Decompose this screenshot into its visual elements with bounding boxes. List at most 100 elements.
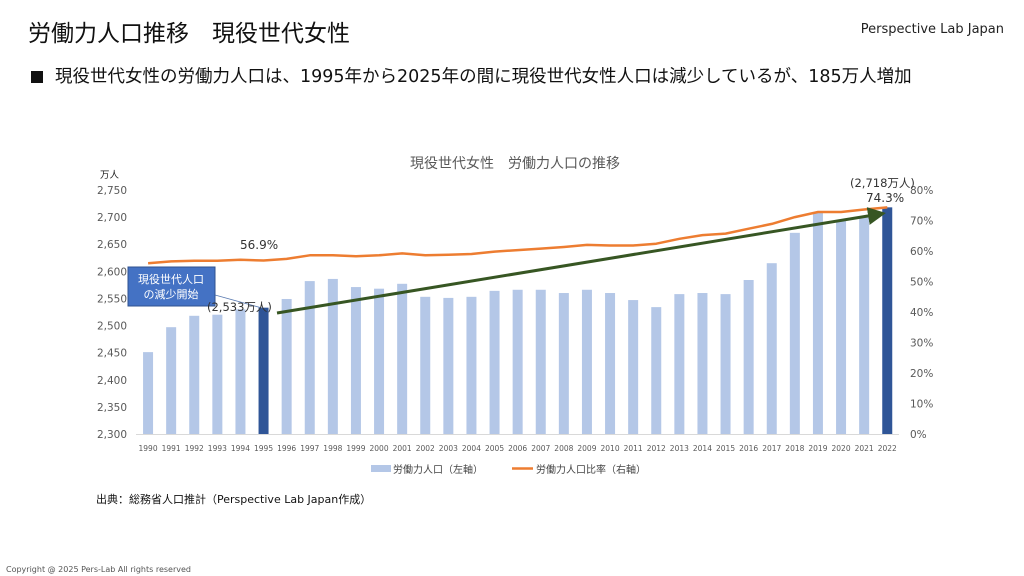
x-tick-label: 2001	[393, 444, 412, 453]
y-tick-label: 2,600	[97, 266, 127, 278]
y2-tick-label: 0%	[910, 429, 927, 441]
bar-2001	[397, 283, 408, 434]
bar-2015	[720, 294, 731, 434]
y-axis-unit: 万人	[100, 170, 120, 181]
callout-line-2: の減少開始	[144, 287, 199, 301]
x-tick-label: 2019	[808, 444, 827, 453]
y2-tick-label: 30%	[910, 338, 933, 350]
bar-2016	[743, 280, 754, 434]
x-tick-label: 2006	[508, 444, 527, 453]
x-tick-label: 2015	[716, 444, 735, 453]
x-tick-label: 2016	[739, 444, 758, 453]
y-tick-label: 2,700	[97, 212, 127, 224]
chart-title: 現役世代女性 労働力人口の推移	[410, 155, 620, 172]
y2-tick-label: 40%	[910, 307, 933, 319]
bar-2021	[859, 216, 870, 434]
bar-2022	[882, 207, 893, 434]
y-tick-label: 2,350	[97, 402, 127, 414]
x-tick-label: 2009	[577, 444, 596, 453]
callout-box	[127, 266, 216, 307]
bar-1993	[212, 314, 223, 434]
x-tick-label: 1991	[162, 444, 181, 453]
x-tick-label: 1992	[185, 444, 204, 453]
bar-2000	[374, 288, 385, 434]
x-tick-label: 1995	[254, 444, 273, 453]
bar-1990	[143, 352, 154, 434]
bar-2019	[812, 212, 823, 434]
y-tick-label: 2,400	[97, 375, 127, 387]
bar-2008	[558, 293, 569, 434]
x-tick-label: 1990	[139, 444, 158, 453]
callout-line-1: 現役世代人口	[138, 272, 204, 286]
ratio-line	[148, 206, 888, 265]
bar-2014	[697, 293, 708, 434]
summary-bullet: 現役世代女性の労働力人口は、1995年から2025年の間に現役世代女性人口は減少…	[28, 64, 988, 91]
bar-1996	[281, 298, 292, 434]
bar-1999	[350, 287, 361, 434]
y2-tick-label: 80%	[910, 185, 933, 197]
x-tick-label: 1999	[346, 444, 365, 453]
bar-1995	[258, 307, 269, 434]
label-1995-value: (2,533万人)	[207, 300, 272, 314]
x-tick-label: 2018	[785, 444, 804, 453]
y-tick-label: 2,650	[97, 239, 127, 251]
bar-2002	[420, 296, 431, 434]
x-tick-label: 1993	[208, 444, 227, 453]
x-tick-label: 2002	[416, 444, 435, 453]
x-tick-label: 2005	[485, 444, 504, 453]
x-tick-label: 1997	[300, 444, 319, 453]
y2-tick-label: 50%	[910, 277, 933, 289]
x-tick-label: 2017	[762, 444, 781, 453]
bar-2007	[535, 289, 546, 434]
bar-2006	[512, 289, 523, 434]
x-tick-label: 2014	[693, 444, 712, 453]
bar-1992	[189, 315, 200, 434]
y2-tick-label: 70%	[910, 216, 933, 228]
y-tick-label: 2,450	[97, 348, 127, 360]
bar-1991	[166, 327, 177, 434]
bar-2003	[443, 297, 454, 434]
y-tick-label: 2,550	[97, 293, 127, 305]
bar-1997	[304, 281, 315, 434]
bar-2018	[789, 232, 800, 434]
x-tick-label: 2004	[462, 444, 481, 453]
x-tick-label: 2012	[647, 444, 666, 453]
page-title: 労働力人口推移 現役世代女性	[28, 21, 350, 47]
bar-2009	[581, 289, 592, 434]
y-tick-label: 2,300	[97, 429, 127, 441]
y2-tick-label: 10%	[910, 399, 933, 411]
x-tick-label: 2011	[624, 444, 643, 453]
legend-line-label: 労働力人口比率（右軸）	[536, 463, 646, 476]
callout-leader-line	[214, 294, 263, 309]
bar-2005	[489, 290, 500, 434]
brand-name: Perspective Lab Japan	[860, 22, 1004, 37]
bar-2010	[605, 293, 616, 434]
bullet-square-icon	[31, 71, 43, 83]
bar-2020	[836, 220, 847, 434]
bar-2011	[628, 300, 639, 434]
y-tick-label: 2,750	[97, 185, 127, 197]
x-tick-label: 2021	[855, 444, 874, 453]
x-tick-label: 1998	[323, 444, 342, 453]
legend-bar-swatch	[371, 465, 391, 472]
y-tick-label: 2,500	[97, 321, 127, 333]
x-tick-label: 2022	[878, 444, 897, 453]
bar-1994	[235, 309, 246, 434]
x-tick-label: 2003	[439, 444, 458, 453]
x-tick-label: 2000	[370, 444, 389, 453]
source-note: 出典：総務省人口推計（Perspective Lab Japan作成）	[96, 493, 372, 506]
x-tick-label: 2008	[554, 444, 573, 453]
y2-tick-label: 20%	[910, 368, 933, 380]
label-2022-value: (2,718万人)	[850, 176, 915, 190]
bar-2012	[651, 307, 662, 434]
x-tick-label: 2013	[670, 444, 689, 453]
label-1995-ratio: 56.9%	[240, 238, 278, 252]
y2-tick-label: 60%	[910, 246, 933, 258]
copyright: Copyright @ 2025 Pers-Lab All rights res…	[6, 565, 191, 574]
x-tick-label: 2010	[601, 444, 620, 453]
bar-2013	[674, 294, 685, 434]
label-2022-ratio: 74.3%	[866, 191, 904, 205]
x-tick-label: 1996	[277, 444, 296, 453]
x-tick-label: 2020	[832, 444, 851, 453]
